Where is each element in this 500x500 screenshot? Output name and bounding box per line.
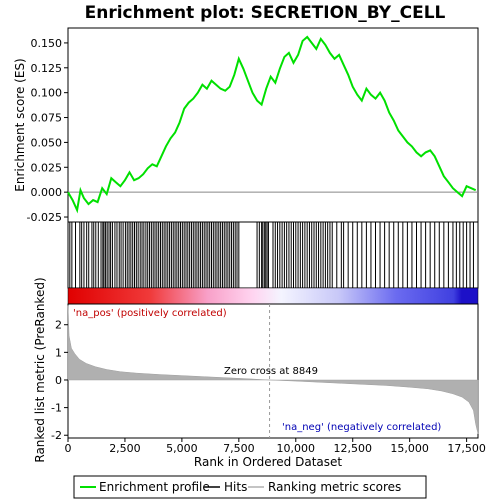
- es-tick-label: 0.050: [31, 136, 63, 149]
- enrichment-profile-line: [67, 35, 477, 214]
- rank-color-bar: [67, 287, 479, 305]
- legend-metric-label: Ranking metric scores: [268, 480, 401, 494]
- x-tick-label: 10,000: [277, 442, 316, 455]
- es-tick-label: -0.025: [27, 211, 62, 224]
- metric-tick-label: 1: [55, 346, 62, 359]
- es-tick-label: 0.000: [31, 186, 63, 199]
- x-tick-label: 0: [65, 442, 72, 455]
- x-tick-label: 12,500: [333, 442, 372, 455]
- legend-hits-label: Hits: [224, 480, 247, 494]
- es-tick-label: 0.150: [31, 37, 63, 50]
- na-pos-label: 'na_pos' (positively correlated): [73, 308, 227, 319]
- es-panel: [67, 27, 479, 223]
- chart-title: Enrichment plot: SECRETION_BY_CELL: [85, 3, 446, 23]
- x-axis-label: Rank in Ordered Dataset: [194, 455, 342, 469]
- es-tick-label: 0.100: [31, 87, 63, 100]
- metric-tick-label: 2: [55, 319, 62, 332]
- metric-axis-label: Ranked list metric (PreRanked): [33, 277, 47, 462]
- metric-tick-label: 0: [55, 374, 62, 387]
- es-tick-label: 0.125: [31, 62, 63, 75]
- es-axis-label: Enrichment score (ES): [13, 58, 27, 191]
- x-tick-label: 17,500: [447, 442, 486, 455]
- x-tick-label: 7,500: [223, 442, 255, 455]
- ranking-metric-area: [67, 305, 479, 434]
- zero-cross-label: Zero cross at 8849: [224, 366, 318, 377]
- es-tick-label: 0.075: [31, 112, 63, 125]
- legend-enrichment-label: Enrichment profile: [99, 480, 210, 494]
- metric-tick-label: -1: [51, 402, 62, 415]
- na-neg-label: 'na_neg' (negatively correlated): [282, 422, 441, 433]
- x-tick-label: 15,000: [390, 442, 429, 455]
- x-tick-label: 5,000: [166, 442, 198, 455]
- es-tick-label: 0.025: [31, 161, 63, 174]
- metric-tick-label: -2: [51, 429, 62, 442]
- x-tick-label: 2,500: [109, 442, 141, 455]
- metric-panel: [67, 303, 479, 439]
